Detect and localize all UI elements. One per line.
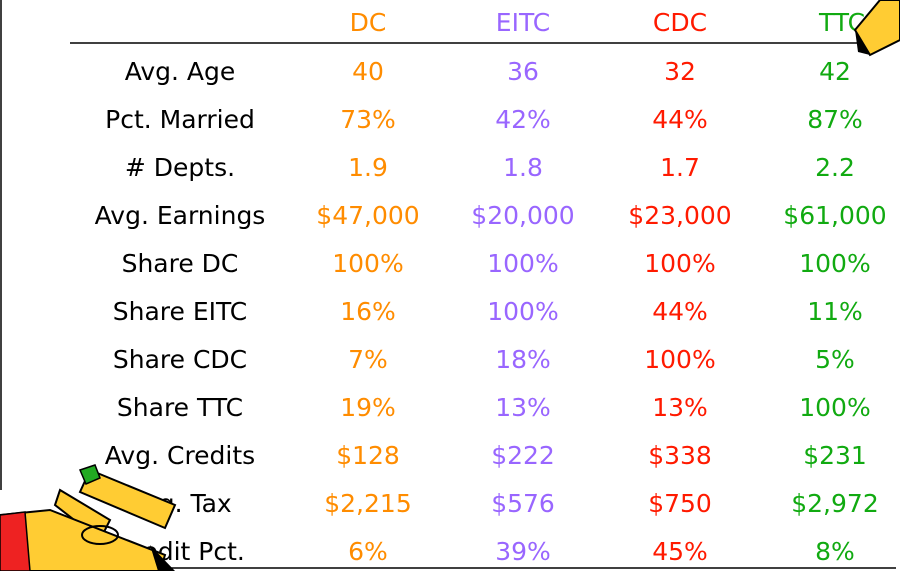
row-label: Share TTC xyxy=(117,393,243,422)
cell: $128 xyxy=(336,441,400,470)
cell: 73% xyxy=(340,105,396,134)
row-label: Avg. Earnings xyxy=(95,201,266,230)
cell: 13% xyxy=(495,393,551,422)
cell: 42% xyxy=(495,105,551,134)
cell: 100% xyxy=(799,249,870,278)
cell: 100% xyxy=(644,249,715,278)
cell: 8% xyxy=(815,537,855,566)
cell: 19% xyxy=(340,393,396,422)
cell: $47,000 xyxy=(316,201,419,230)
cell: 32 xyxy=(664,57,696,86)
cell: 100% xyxy=(644,345,715,374)
cell: 18% xyxy=(495,345,551,374)
cell: 40 xyxy=(352,57,384,86)
cell: 36 xyxy=(507,57,539,86)
cell: 45% xyxy=(652,537,708,566)
column-header: CDC xyxy=(653,8,707,37)
pencils-bottom-left xyxy=(0,464,177,571)
column-header: DC xyxy=(350,8,387,37)
cell: 7% xyxy=(348,345,388,374)
cell: $576 xyxy=(491,489,555,518)
cell: 11% xyxy=(807,297,863,326)
cell: 100% xyxy=(799,393,870,422)
cell: 1.8 xyxy=(503,153,543,182)
column-header: EITC xyxy=(496,8,550,37)
cell: $20,000 xyxy=(471,201,574,230)
cell: $2,215 xyxy=(324,489,411,518)
cell: 100% xyxy=(487,297,558,326)
cell: $222 xyxy=(491,441,555,470)
row-label: Share CDC xyxy=(113,345,247,374)
cell: $750 xyxy=(648,489,712,518)
cell: 6% xyxy=(348,537,388,566)
cell: 87% xyxy=(807,105,863,134)
cell: 1.9 xyxy=(348,153,388,182)
cell: 100% xyxy=(487,249,558,278)
cell: $231 xyxy=(803,441,867,470)
row-label: # Depts. xyxy=(125,153,235,182)
row-label: Pct. Married xyxy=(105,105,255,134)
cell: 100% xyxy=(332,249,403,278)
cell: 42 xyxy=(819,57,851,86)
cell: $2,972 xyxy=(791,489,878,518)
cell: 44% xyxy=(652,105,708,134)
row-label: Avg. Age xyxy=(125,57,236,86)
cell: 2.2 xyxy=(815,153,855,182)
cell: 44% xyxy=(652,297,708,326)
cell: 16% xyxy=(340,297,396,326)
cell: $338 xyxy=(648,441,712,470)
row-label: Share DC xyxy=(122,249,239,278)
cell: 1.7 xyxy=(660,153,700,182)
cell: 5% xyxy=(815,345,855,374)
row-label: Avg. Credits xyxy=(105,441,255,470)
cell: $61,000 xyxy=(783,201,886,230)
cell: 39% xyxy=(495,537,551,566)
row-label: Share EITC xyxy=(113,297,248,326)
cell: 13% xyxy=(652,393,708,422)
pencil-top-right xyxy=(853,0,900,57)
cell: $23,000 xyxy=(628,201,731,230)
